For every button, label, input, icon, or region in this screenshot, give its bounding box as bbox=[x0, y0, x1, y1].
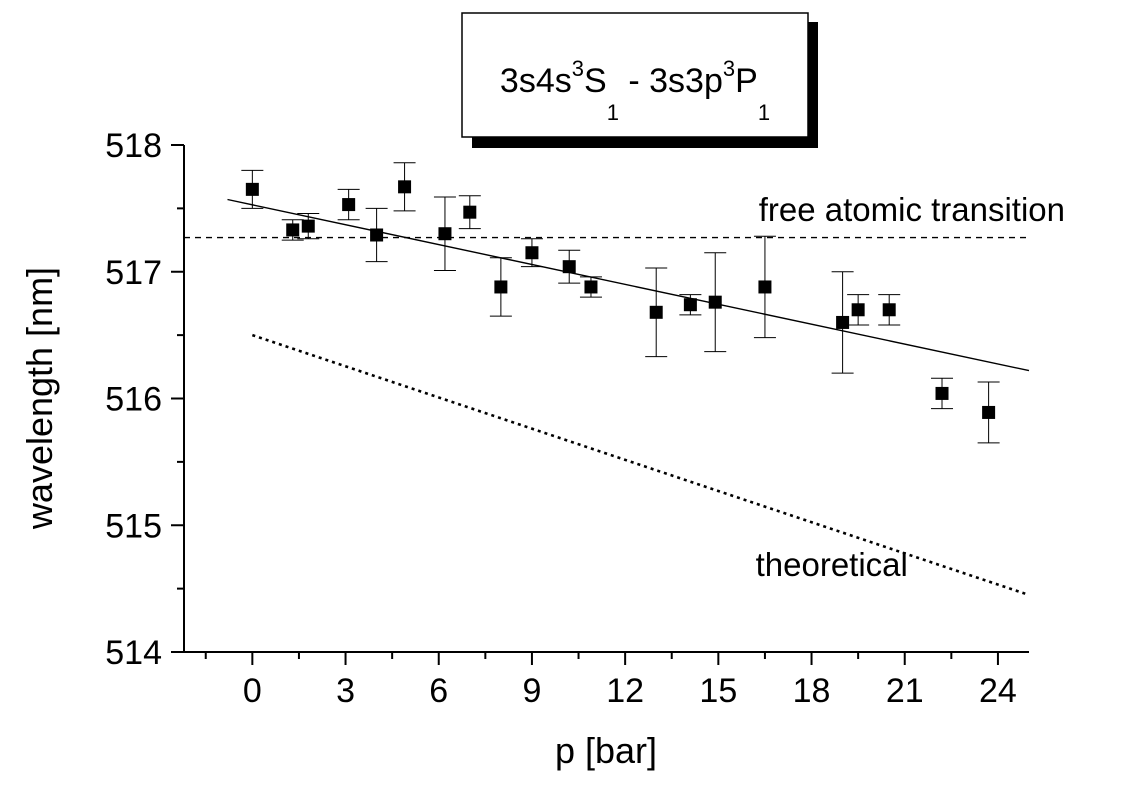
data-point bbox=[494, 280, 508, 294]
axis-ticks: 0 3 6 9 12 15 18 21 24 514 515 516 517 518 bbox=[105, 127, 1017, 710]
data-points bbox=[241, 162, 1000, 444]
x-tick-label: 24 bbox=[979, 672, 1017, 710]
solid-line bbox=[227, 198, 1030, 372]
data-point bbox=[342, 198, 356, 212]
data-point bbox=[301, 219, 315, 233]
data-point bbox=[836, 315, 850, 329]
y-axis-title: wavelength [nm] bbox=[19, 267, 60, 530]
x-tick-label: 6 bbox=[429, 672, 448, 710]
data-point bbox=[562, 260, 576, 274]
x-tick-label: 12 bbox=[606, 672, 644, 710]
title-part: S bbox=[584, 62, 607, 100]
data-point bbox=[683, 298, 697, 312]
title-part: 3s4s bbox=[500, 62, 572, 100]
x-tick-label: 21 bbox=[886, 672, 924, 710]
y-tick-label: 516 bbox=[105, 381, 162, 419]
legend-frame bbox=[461, 12, 809, 138]
x-tick-label: 15 bbox=[699, 672, 737, 710]
annotations: free atomic transition theoretical bbox=[756, 191, 1065, 583]
data-point bbox=[286, 223, 300, 237]
data-point bbox=[851, 303, 865, 317]
y-tick-label: 518 bbox=[105, 127, 162, 165]
data-point bbox=[649, 305, 663, 319]
data-point bbox=[438, 227, 452, 241]
data-point bbox=[463, 205, 477, 219]
data-point bbox=[708, 295, 722, 309]
x-tick-label: 0 bbox=[243, 672, 262, 710]
x-axis-title: p [bar] bbox=[555, 730, 657, 771]
title-part: 3 bbox=[723, 56, 735, 81]
data-point bbox=[982, 405, 996, 419]
data-point bbox=[935, 386, 949, 400]
x-tick-label: 9 bbox=[522, 672, 541, 710]
x-tick-label: 18 bbox=[793, 672, 831, 710]
title-part: P bbox=[735, 62, 758, 100]
x-tick-label: 3 bbox=[336, 672, 355, 710]
title-part: 1 bbox=[758, 100, 770, 125]
data-point bbox=[245, 182, 259, 196]
data-point bbox=[370, 228, 384, 242]
chart-title: 3s4s3S1 - 3s3p3P1 bbox=[500, 56, 770, 125]
data-point bbox=[882, 303, 896, 317]
title-part: 1 bbox=[607, 100, 619, 125]
series-lines bbox=[184, 198, 1030, 597]
data-point bbox=[584, 280, 598, 294]
legend-box: 3s4s3S1 - 3s3p3P1 bbox=[461, 12, 818, 148]
dotted-line bbox=[251, 333, 1030, 597]
title-part: 3 bbox=[572, 56, 584, 81]
y-tick-label: 515 bbox=[105, 507, 162, 545]
data-point bbox=[758, 280, 772, 294]
y-tick-label: 517 bbox=[105, 254, 162, 292]
data-point bbox=[398, 180, 412, 194]
annotation-label: theoretical bbox=[756, 546, 908, 583]
annotation-label: free atomic transition bbox=[759, 191, 1065, 228]
data-point bbox=[525, 246, 539, 260]
title-part: - 3s3p bbox=[619, 62, 723, 100]
y-tick-label: 514 bbox=[105, 634, 162, 672]
